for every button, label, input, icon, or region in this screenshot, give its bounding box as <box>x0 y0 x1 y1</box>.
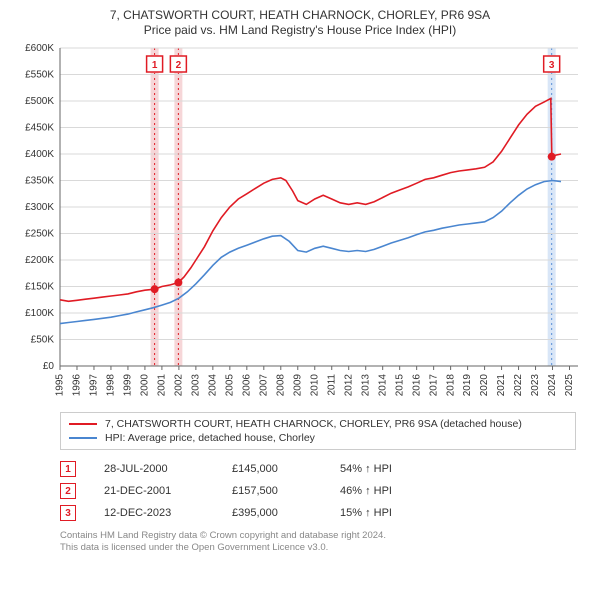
x-tick-label: 2004 <box>207 374 218 397</box>
legend-row: HPI: Average price, detached house, Chor… <box>69 431 567 445</box>
x-tick-label: 2013 <box>360 374 371 397</box>
marker-row-date: 28-JUL-2000 <box>104 463 204 475</box>
y-tick-label: £200K <box>25 255 54 266</box>
x-tick-label: 2009 <box>292 374 303 397</box>
marker-dot <box>151 285 159 293</box>
x-tick-label: 2020 <box>479 374 490 397</box>
chart-area: £0 £50K £100K £150K £200K £250K £300K £350K £400… <box>12 44 588 404</box>
x-tick-label: 2002 <box>174 374 185 397</box>
marker-row-price: £157,500 <box>232 485 312 497</box>
y-tick-label: £250K <box>25 229 54 240</box>
x-tick-label: 2025 <box>564 374 575 397</box>
marker-row-date: 12-DEC-2023 <box>104 507 204 519</box>
marker-row-date: 21-DEC-2001 <box>104 485 204 497</box>
marker-row: 3 12-DEC-2023 £395,000 15% ↑ HPI <box>60 502 576 524</box>
x-tick-label: 2006 <box>241 374 252 397</box>
x-tick-label: 2024 <box>547 374 558 397</box>
y-tick-label: £400K <box>25 149 54 160</box>
marker-dot <box>174 279 182 287</box>
x-tick-label: 2023 <box>530 374 541 397</box>
x-tick-label: 2015 <box>394 374 405 397</box>
y-tick-label: £100K <box>25 308 54 319</box>
marker-row: 2 21-DEC-2001 £157,500 46% ↑ HPI <box>60 480 576 502</box>
x-tick-label: 2022 <box>513 374 524 397</box>
legend-swatch <box>69 437 97 439</box>
x-tick-label: 2008 <box>275 374 286 397</box>
legend: 7, CHATSWORTH COURT, HEATH CHARNOCK, CHO… <box>60 412 576 450</box>
marker-row-price: £395,000 <box>232 507 312 519</box>
x-tick-label: 1997 <box>89 374 100 397</box>
x-tick-label: 2005 <box>224 374 235 397</box>
y-tick-label: £50K <box>31 335 55 346</box>
y-tick-label: £500K <box>25 96 54 107</box>
footer-copyright: Contains HM Land Registry data © Crown c… <box>60 530 576 542</box>
marker-row-badge: 2 <box>60 483 76 499</box>
marker-row-pct: 46% ↑ HPI <box>340 485 430 497</box>
footer-licence: This data is licensed under the Open Gov… <box>60 542 576 554</box>
y-tick-label: £550K <box>25 70 54 81</box>
line-chart: £0 £50K £100K £150K £200K £250K £300K £350K £400… <box>12 44 588 404</box>
x-tick-label: 1995 <box>55 374 66 397</box>
x-tick-label: 2016 <box>411 374 422 397</box>
marker-badge-number: 1 <box>152 60 158 71</box>
x-tick-label: 1999 <box>123 374 134 397</box>
x-tick-label: 2003 <box>191 374 202 397</box>
x-tick-label: 2011 <box>326 374 337 396</box>
legend-label: HPI: Average price, detached house, Chor… <box>105 432 315 444</box>
x-tick-label: 2021 <box>496 374 507 397</box>
marker-row-badge: 1 <box>60 461 76 477</box>
x-tick-label: 2007 <box>258 374 269 397</box>
marker-table: 1 28-JUL-2000 £145,000 54% ↑ HPI 2 21-DEC-200… <box>60 458 576 524</box>
marker-badge-number: 3 <box>549 60 555 71</box>
chart-title-subtitle: Price paid vs. HM Land Registry's House … <box>12 23 588 38</box>
x-tick-label: 2019 <box>462 374 473 397</box>
x-tick-label: 2014 <box>377 374 388 397</box>
y-tick-label: £350K <box>25 176 54 187</box>
legend-label: 7, CHATSWORTH COURT, HEATH CHARNOCK, CHO… <box>105 418 522 430</box>
marker-row-badge: 3 <box>60 505 76 521</box>
legend-row: 7, CHATSWORTH COURT, HEATH CHARNOCK, CHO… <box>69 417 567 431</box>
marker-dot <box>548 153 556 161</box>
y-tick-label: £150K <box>25 282 54 293</box>
x-tick-label: 2018 <box>445 374 456 397</box>
x-tick-label: 2001 <box>157 374 168 397</box>
x-tick-label: 2010 <box>309 374 320 397</box>
y-tick-label: £300K <box>25 202 54 213</box>
marker-badge-number: 2 <box>176 60 182 71</box>
x-tick-label: 2000 <box>140 374 151 397</box>
marker-row-price: £145,000 <box>232 463 312 475</box>
marker-row-pct: 54% ↑ HPI <box>340 463 430 475</box>
x-tick-label: 1996 <box>72 374 83 397</box>
x-tick-label: 1998 <box>106 374 117 397</box>
chart-title-address: 7, CHATSWORTH COURT, HEATH CHARNOCK, CHO… <box>12 8 588 23</box>
legend-swatch <box>69 423 97 425</box>
y-tick-label: £450K <box>25 123 54 134</box>
x-tick-label: 2012 <box>343 374 354 397</box>
marker-row-pct: 15% ↑ HPI <box>340 507 430 519</box>
marker-row: 1 28-JUL-2000 £145,000 54% ↑ HPI <box>60 458 576 480</box>
x-tick-label: 2017 <box>428 374 439 397</box>
y-tick-label: £600K <box>25 44 54 54</box>
y-tick-label: £0 <box>43 361 55 372</box>
